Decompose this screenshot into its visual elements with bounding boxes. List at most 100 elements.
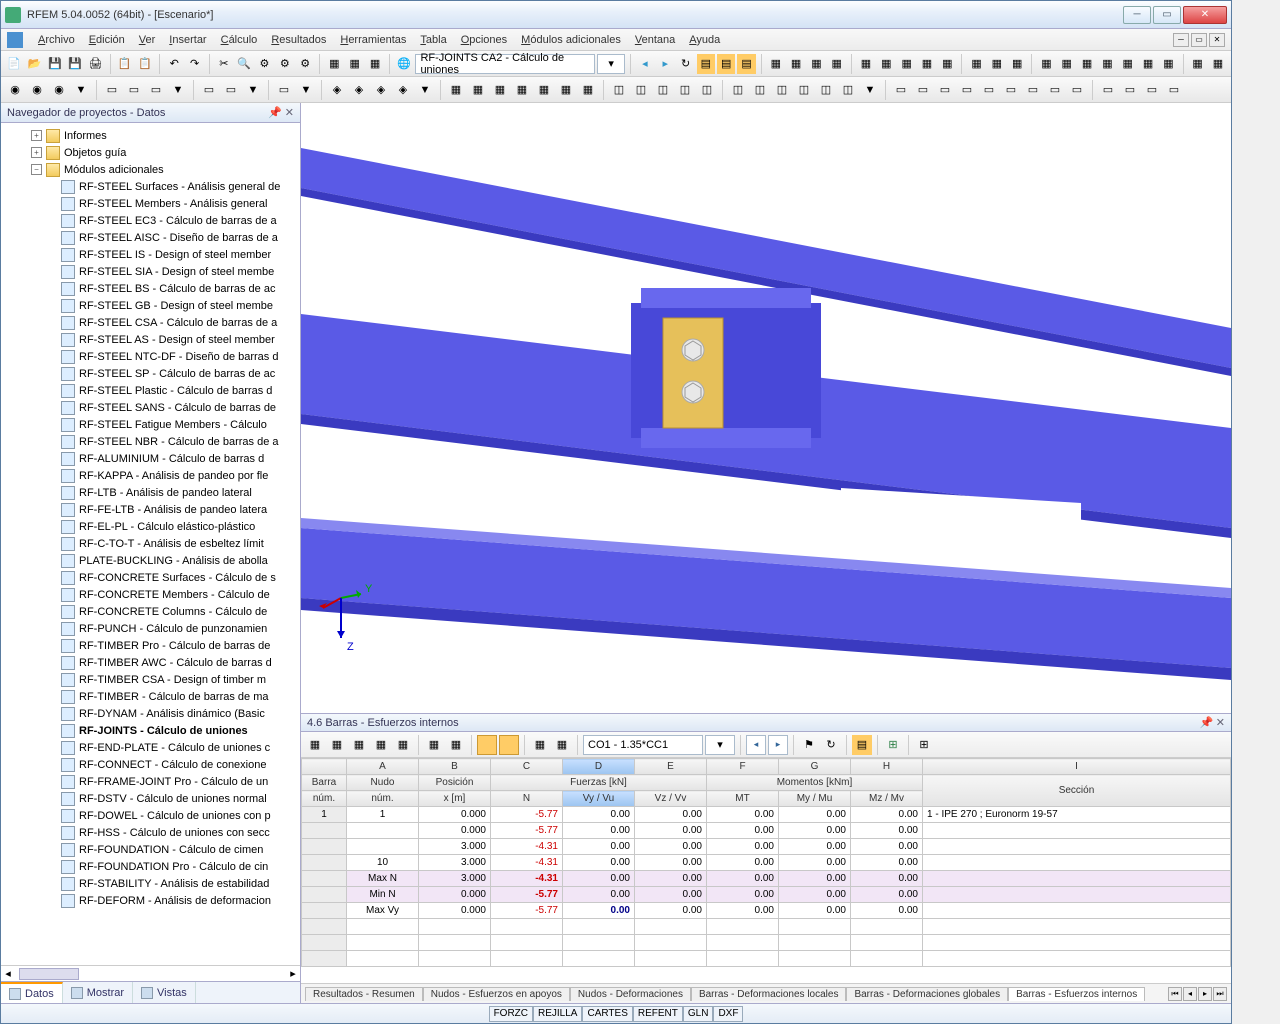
t2-37-icon[interactable]: ▼ (860, 80, 880, 100)
r20-icon[interactable]: ▦ (1188, 54, 1206, 74)
maximize-button[interactable]: ▭ (1153, 6, 1181, 24)
tree-module[interactable]: RF-LTB - Análisis de pandeo lateral (1, 484, 300, 501)
results-tab[interactable]: Barras - Deformaciones globales (846, 987, 1008, 1001)
menu-tabla[interactable]: Tabla (413, 32, 453, 48)
t2-24-icon[interactable]: ▦ (556, 80, 576, 100)
r12-icon[interactable]: ▦ (1008, 54, 1026, 74)
t2-22-icon[interactable]: ▦ (512, 80, 532, 100)
tree-module[interactable]: RF-HSS - Cálculo de uniones con secc (1, 824, 300, 841)
t2-21-icon[interactable]: ▦ (490, 80, 510, 100)
t2-44-icon[interactable]: ▭ (1023, 80, 1043, 100)
tree-module[interactable]: RF-STEEL NBR - Cálculo de barras de a (1, 433, 300, 450)
t2-43-icon[interactable]: ▭ (1001, 80, 1021, 100)
copy-icon[interactable]: 📋 (116, 54, 134, 74)
new-icon[interactable]: 📄 (5, 54, 23, 74)
t2-48-icon[interactable]: ▭ (1120, 80, 1140, 100)
t2-36-icon[interactable]: ◫ (838, 80, 858, 100)
tree-folder[interactable]: −Módulos adicionales (1, 161, 300, 178)
bt8-icon[interactable]: ▦ (530, 735, 550, 755)
results-tab[interactable]: Resultados - Resumen (305, 987, 423, 1001)
tree-module[interactable]: RF-FE-LTB - Análisis de pandeo latera (1, 501, 300, 518)
status-gln[interactable]: GLN (683, 1006, 714, 1022)
tree-module[interactable]: RF-STEEL IS - Design of steel member (1, 246, 300, 263)
mdi-max[interactable]: ▭ (1191, 33, 1207, 47)
save-icon[interactable]: 💾 (46, 54, 64, 74)
bt9-icon[interactable]: ▦ (552, 735, 572, 755)
tree-module[interactable]: RF-STEEL Members - Análisis general (1, 195, 300, 212)
nav-close-icon[interactable]: ✕ (285, 106, 294, 119)
redo-icon[interactable]: ↷ (185, 54, 203, 74)
t2-25-icon[interactable]: ▦ (578, 80, 598, 100)
tree-module[interactable]: RF-STEEL NTC-DF - Diseño de barras d (1, 348, 300, 365)
t2-4-icon[interactable]: ▼ (71, 80, 91, 100)
results-tab[interactable]: Nudos - Esfuerzos en apoyos (423, 987, 570, 1001)
open-icon[interactable]: 📂 (25, 54, 43, 74)
t2-14-icon[interactable]: ◈ (327, 80, 347, 100)
bt4-icon[interactable]: ▦ (371, 735, 391, 755)
t2-50-icon[interactable]: ▭ (1164, 80, 1184, 100)
t2-10-icon[interactable]: ▭ (221, 80, 241, 100)
t2-7-icon[interactable]: ▭ (146, 80, 166, 100)
tab-first[interactable]: ⏮ (1168, 987, 1182, 1001)
tree-folder[interactable]: +Objetos guía (1, 144, 300, 161)
pin-icon[interactable]: 📌 (268, 106, 282, 119)
tree-module[interactable]: PLATE-BUCKLING - Análisis de abolla (1, 552, 300, 569)
menu-opciones[interactable]: Opciones (454, 32, 514, 48)
refresh-icon[interactable]: ↻ (676, 54, 694, 74)
tree-module[interactable]: RF-END-PLATE - Cálculo de uniones c (1, 739, 300, 756)
t2-32-icon[interactable]: ◫ (750, 80, 770, 100)
t2-49-icon[interactable]: ▭ (1142, 80, 1162, 100)
panel2-icon[interactable]: ▦ (346, 54, 364, 74)
tool2-icon[interactable]: ⚙ (276, 54, 294, 74)
combo-drop[interactable]: ▾ (597, 54, 624, 74)
t2-28-icon[interactable]: ◫ (653, 80, 673, 100)
r13-icon[interactable]: ▦ (1037, 54, 1055, 74)
t2-17-icon[interactable]: ◈ (393, 80, 413, 100)
bt10-icon[interactable]: ⚑ (799, 735, 819, 755)
tree-module[interactable]: RF-STEEL SP - Cálculo de barras de ac (1, 365, 300, 382)
t2-27-icon[interactable]: ◫ (631, 80, 651, 100)
tree-module[interactable]: RF-TIMBER AWC - Cálculo de barras d (1, 654, 300, 671)
tree-module[interactable]: RF-TIMBER - Cálculo de barras de ma (1, 688, 300, 705)
tree-module[interactable]: RF-STEEL SANS - Cálculo de barras de (1, 399, 300, 416)
results-grid[interactable]: ABCDEFGHIBarraNudoPosiciónFuerzas [kN]Mo… (301, 758, 1231, 983)
t2-38-icon[interactable]: ▭ (891, 80, 911, 100)
tab-next[interactable]: ▸ (1198, 987, 1212, 1001)
tree-module[interactable]: RF-FOUNDATION Pro - Cálculo de cin (1, 858, 300, 875)
menu-módulos adicionales[interactable]: Módulos adicionales (514, 32, 628, 48)
tree-module[interactable]: RF-FOUNDATION - Cálculo de cimen (1, 841, 300, 858)
t2-40-icon[interactable]: ▭ (935, 80, 955, 100)
panel3-icon[interactable]: ▦ (366, 54, 384, 74)
bt11-icon[interactable]: ↻ (821, 735, 841, 755)
r7-icon[interactable]: ▦ (897, 54, 915, 74)
module-combo[interactable]: RF-JOINTS CA2 - Cálculo de uniones (415, 54, 595, 74)
tree-module[interactable]: RF-TIMBER CSA - Design of timber m (1, 671, 300, 688)
t2-6-icon[interactable]: ▭ (124, 80, 144, 100)
menu-cálculo[interactable]: Cálculo (214, 32, 265, 48)
mdi-min[interactable]: ─ (1173, 33, 1189, 47)
t2-30-icon[interactable]: ◫ (697, 80, 717, 100)
paste-icon[interactable]: 📋 (136, 54, 154, 74)
t2-47-icon[interactable]: ▭ (1098, 80, 1118, 100)
bt-tog2[interactable] (499, 735, 519, 755)
r18-icon[interactable]: ▦ (1139, 54, 1157, 74)
r16-icon[interactable]: ▦ (1098, 54, 1116, 74)
t2-31-icon[interactable]: ◫ (728, 80, 748, 100)
calc2-icon[interactable]: ▤ (717, 54, 735, 74)
3d-viewport[interactable]: Y Z (301, 103, 1231, 713)
calc3-icon[interactable]: ▤ (737, 54, 755, 74)
r8-icon[interactable]: ▦ (918, 54, 936, 74)
r6-icon[interactable]: ▦ (877, 54, 895, 74)
navtab-vistas[interactable]: Vistas (133, 982, 196, 1003)
bt12-icon[interactable]: ▤ (852, 735, 872, 755)
tool-icon[interactable]: ⚙ (255, 54, 273, 74)
tree-module[interactable]: RF-DYNAM - Análisis dinámico (Basic (1, 705, 300, 722)
tree-folder[interactable]: +Informes (1, 127, 300, 144)
bt6-icon[interactable]: ▦ (424, 735, 444, 755)
r3-icon[interactable]: ▦ (807, 54, 825, 74)
status-dxf[interactable]: DXF (713, 1006, 743, 1022)
r1-icon[interactable]: ▦ (767, 54, 785, 74)
status-forzc[interactable]: FORZC (489, 1006, 533, 1022)
r21-icon[interactable]: ▦ (1209, 54, 1227, 74)
tree-module[interactable]: RF-STEEL AS - Design of steel member (1, 331, 300, 348)
